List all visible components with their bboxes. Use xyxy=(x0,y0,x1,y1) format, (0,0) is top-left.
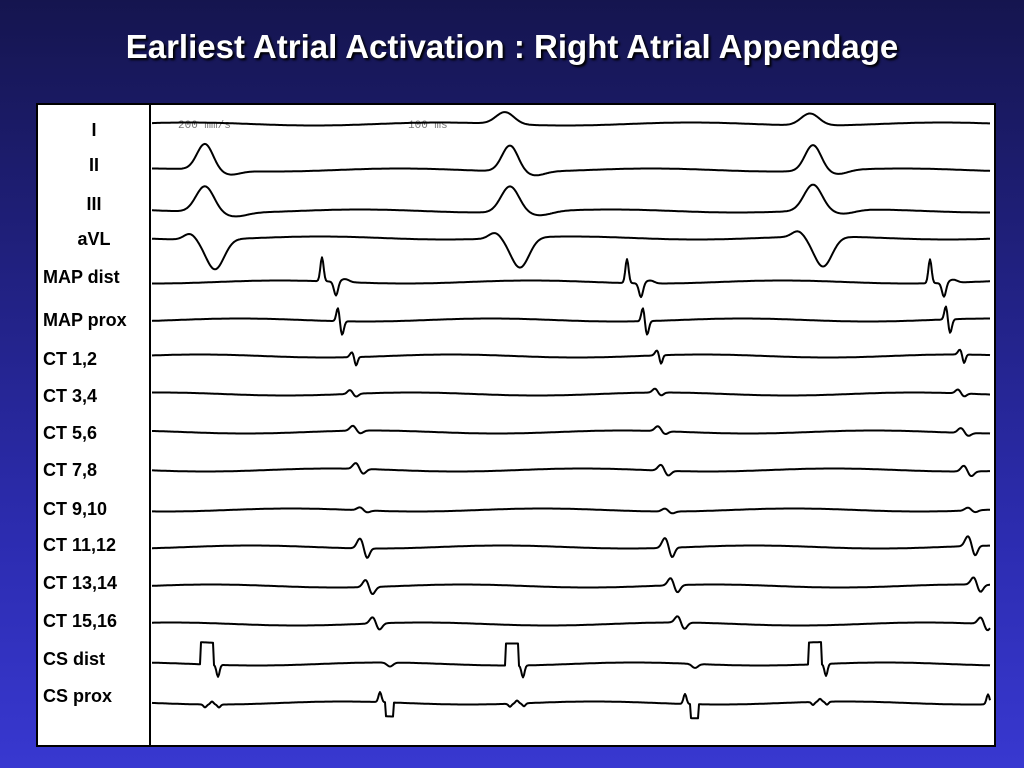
channel-label: I xyxy=(91,120,96,140)
signal-trace xyxy=(152,142,991,177)
signal-trace xyxy=(152,615,991,632)
signal-trace xyxy=(151,305,990,336)
signal-trace xyxy=(151,230,990,271)
signal-trace xyxy=(152,506,990,515)
traces xyxy=(151,111,991,720)
signal-trace xyxy=(152,387,990,398)
channel-label: CT 7,8 xyxy=(43,460,97,480)
signal-trace xyxy=(152,424,991,437)
channel-label: CT 3,4 xyxy=(43,386,97,406)
channel-label: CS prox xyxy=(43,686,112,706)
signal-trace xyxy=(151,348,991,367)
channel-label: CT 13,14 xyxy=(43,573,117,593)
channel-label: MAP prox xyxy=(43,310,127,330)
recording-panel xyxy=(36,103,996,747)
signal-trace xyxy=(152,183,990,218)
signal-trace xyxy=(152,535,990,559)
channel-label: CT 11,12 xyxy=(43,535,116,555)
channel-label: MAP dist xyxy=(43,267,120,287)
signal-trace xyxy=(151,691,991,720)
channel-label: CT 1,2 xyxy=(43,349,97,369)
channel-label: CT 15,16 xyxy=(43,611,117,631)
channel-label: CT 5,6 xyxy=(43,423,97,443)
signal-trace xyxy=(152,256,990,299)
channel-label: CT 9,10 xyxy=(43,499,107,519)
channel-label: II xyxy=(89,155,99,175)
signal-trace xyxy=(151,462,990,477)
signal-trace xyxy=(152,641,991,679)
channel-label: CS dist xyxy=(43,649,105,669)
channel-label: III xyxy=(86,194,101,214)
signal-trace xyxy=(152,111,990,127)
signal-trace xyxy=(151,576,990,595)
slide-title: Earliest Atrial Activation : Right Atria… xyxy=(126,28,899,65)
channel-label: aVL xyxy=(77,229,110,249)
